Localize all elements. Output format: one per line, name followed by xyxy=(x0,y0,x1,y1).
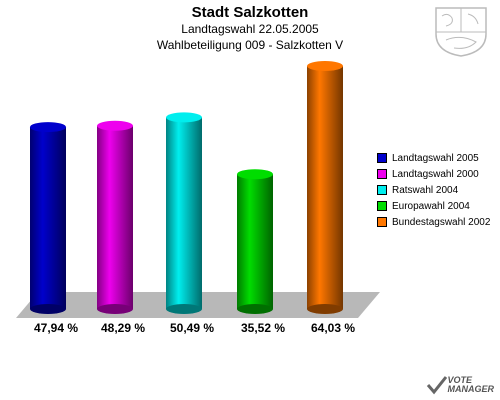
bar-4 xyxy=(237,169,273,314)
legend-item: Europawahl 2004 xyxy=(377,198,490,214)
bar-body xyxy=(237,174,273,309)
legend-label: Landtagswahl 2000 xyxy=(392,168,479,180)
bar-top xyxy=(97,120,133,131)
legend-label: Bundestagswahl 2002 xyxy=(392,216,491,228)
value-labels-group: 47,94 % 48,29 % 50,49 % 35,52 % 64,03 % xyxy=(34,321,355,335)
legend-swatch xyxy=(377,217,387,227)
bar-base xyxy=(97,304,133,314)
legend-item: Landtagswahl 2000 xyxy=(377,166,490,182)
legend-item: Bundestagswahl 2002 xyxy=(377,214,490,230)
chart-subtitle-2: Wahlbeteiligung 009 - Salzkotten V xyxy=(156,38,344,52)
logo-line-2: MANAGER xyxy=(447,384,495,394)
bar-5 xyxy=(307,61,343,314)
value-label: 50,49 % xyxy=(170,321,214,335)
value-label: 64,03 % xyxy=(311,321,355,335)
bar-base xyxy=(237,304,273,314)
bars-group xyxy=(30,61,343,314)
bar-body xyxy=(307,66,343,309)
value-label: 35,52 % xyxy=(241,321,285,335)
legend: Landtagswahl 2005 Landtagswahl 2000 Ratswa… xyxy=(377,150,490,230)
legend-label: Europawahl 2004 xyxy=(392,200,470,212)
value-label: 47,94 % xyxy=(34,321,78,335)
bar-2 xyxy=(97,120,133,314)
bar-base xyxy=(30,304,66,314)
coat-of-arms-icon xyxy=(435,7,487,57)
logo-line-1: VOTE xyxy=(447,375,473,385)
bar-top xyxy=(307,61,343,71)
legend-item: Landtagswahl 2005 xyxy=(377,150,490,166)
bar-top xyxy=(30,122,66,133)
checkmark-icon xyxy=(426,376,447,395)
legend-label: Ratswahl 2004 xyxy=(392,184,459,196)
legend-label: Landtagswahl 2005 xyxy=(392,152,479,164)
legend-swatch xyxy=(377,185,387,195)
legend-item: Ratswahl 2004 xyxy=(377,182,490,198)
bar-base xyxy=(166,304,202,314)
chart-subtitle: Landtagswahl 22.05.2005 xyxy=(181,22,319,36)
legend-swatch xyxy=(377,153,387,163)
value-label: 48,29 % xyxy=(101,321,145,335)
vote-manager-logo: VOTE MANAGER xyxy=(426,374,495,396)
bar-base xyxy=(307,304,343,314)
legend-swatch xyxy=(377,201,387,211)
bar-body xyxy=(97,125,133,310)
bar-top xyxy=(237,169,273,180)
bar-body xyxy=(166,117,202,310)
legend-swatch xyxy=(377,169,387,179)
bar-3 xyxy=(166,112,202,314)
bar-top xyxy=(166,112,202,123)
bar-body xyxy=(30,127,66,309)
bar-1 xyxy=(30,122,66,314)
chart-title: Stadt Salzkotten xyxy=(191,4,309,21)
